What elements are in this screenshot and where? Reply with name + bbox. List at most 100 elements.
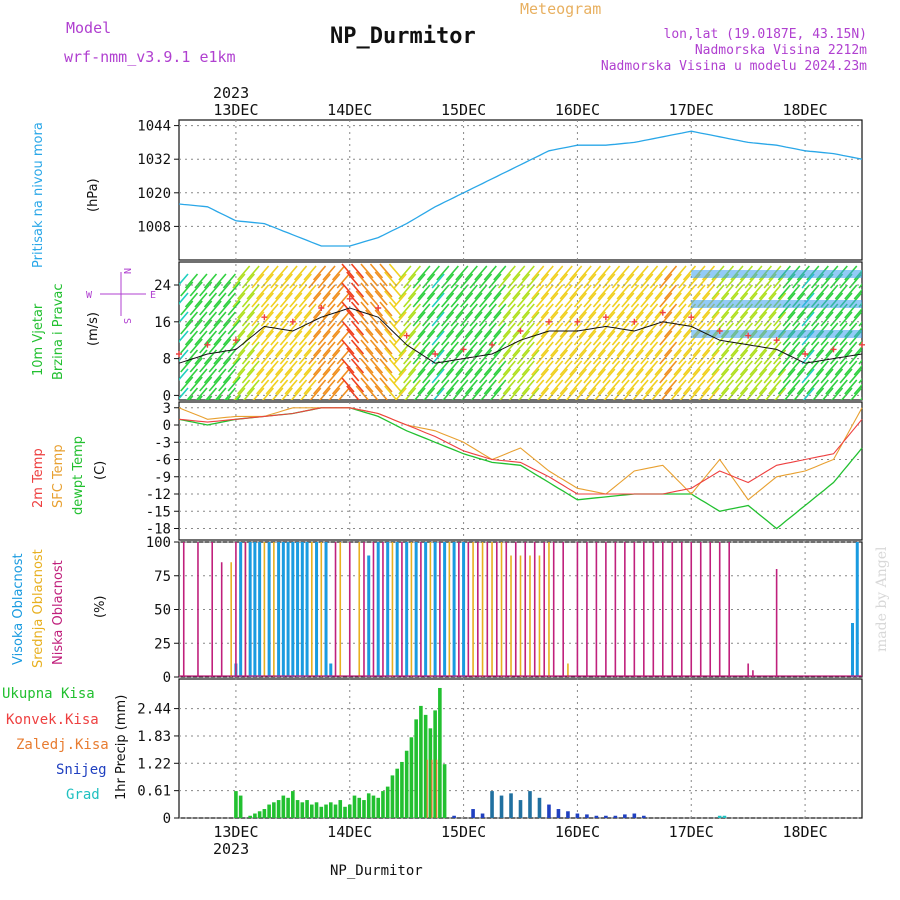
- cloud-bar-mid: [358, 542, 361, 677]
- wind-barb: [459, 349, 474, 365]
- cloud-bar-low: [643, 542, 645, 677]
- wind-barb: [507, 311, 521, 327]
- wind-barb: [350, 301, 365, 317]
- cloud-bar-mid: [510, 555, 512, 677]
- gust-mark: [602, 314, 609, 321]
- wind-gust-marks: [176, 295, 865, 357]
- wind-barb: [597, 379, 611, 395]
- precip-bar-total: [248, 815, 252, 818]
- wind-barb: [203, 349, 218, 365]
- wind-barb: [336, 349, 350, 365]
- gust-mark: [261, 314, 268, 321]
- wind-barb: [284, 265, 298, 281]
- wind-barb: [189, 338, 203, 354]
- wind-barb: [768, 379, 782, 395]
- wind-barb: [426, 265, 440, 281]
- wind-barb: [602, 330, 616, 346]
- wind-barb: [417, 265, 431, 281]
- wind-barb: [644, 379, 659, 395]
- wind-barb: [588, 360, 602, 376]
- wind-barb: [260, 368, 274, 384]
- y-tick-label: 1020: [137, 186, 171, 202]
- cloud-bar-low: [334, 542, 337, 677]
- cloud-bar-high: [286, 542, 290, 677]
- wind-barb: [322, 322, 336, 338]
- wind-barb: [208, 319, 222, 335]
- wind-barb: [853, 383, 862, 395]
- wind-barb: [540, 322, 554, 338]
- wind-barb: [550, 360, 564, 376]
- wind-barb: [782, 349, 796, 365]
- wind-barb: [407, 341, 422, 357]
- wind-barb: [331, 322, 346, 338]
- wind-barb: [379, 263, 393, 279]
- wind-barb: [483, 322, 497, 338]
- wind-barb: [801, 368, 815, 384]
- wind-barb: [603, 387, 616, 400]
- wind-barb: [455, 303, 469, 319]
- panel-frame-3: [178, 401, 863, 541]
- wind-barb: [578, 265, 592, 281]
- wind-barb: [545, 311, 559, 327]
- wind-barb: [554, 273, 569, 289]
- precip-legend-freezing: Zaledj.Kisa: [16, 737, 109, 753]
- wind-barb: [341, 320, 355, 336]
- wind-barb: [550, 303, 564, 319]
- wind-barb: [203, 368, 218, 384]
- wind-barb: [673, 360, 687, 376]
- wind-barb: [663, 379, 678, 395]
- wind-barb: [744, 349, 758, 365]
- wind-barb: [312, 284, 327, 300]
- wind-barb: [241, 368, 256, 384]
- wind-barb: [284, 322, 298, 338]
- cloud-bar-high: [462, 542, 466, 677]
- cloud-bar-mid: [538, 555, 541, 677]
- cloud-bar-mid: [500, 542, 503, 677]
- wind-barb: [355, 347, 369, 363]
- wind-barb: [745, 387, 758, 400]
- wind-barb: [232, 311, 246, 327]
- wind-barb: [831, 387, 844, 400]
- wind-barb: [180, 376, 194, 392]
- y-tick-label: 1044: [137, 119, 171, 135]
- precip-legend-convective: Konvek.Kisa: [6, 712, 99, 728]
- wind-barb: [365, 309, 379, 325]
- wind-barb: [812, 387, 825, 400]
- wind-barb: [317, 273, 331, 289]
- wind-barb: [663, 265, 678, 281]
- wind-barb: [331, 303, 346, 319]
- wind-barb: [706, 368, 720, 384]
- wind-barb: [711, 341, 725, 357]
- wind-barb: [654, 360, 668, 376]
- wind-barb: [493, 360, 507, 376]
- compass-west: W: [86, 290, 93, 301]
- wind-barb: [635, 303, 649, 319]
- wind-barb: [521, 379, 535, 395]
- wind-barb: [625, 284, 640, 300]
- y-tick-label: 1.83: [137, 729, 171, 745]
- wind-barb: [298, 273, 312, 289]
- cloud-bar-low: [586, 542, 588, 677]
- wind-barb: [493, 322, 507, 338]
- wind-barb: [616, 322, 630, 338]
- wind-barb: [336, 330, 350, 346]
- wind-barb: [327, 349, 341, 365]
- cloud-bar-low: [477, 542, 479, 677]
- wind-barb: [701, 360, 716, 376]
- wind-barb: [237, 341, 251, 357]
- wind-barb: [308, 330, 322, 346]
- wind-barb: [274, 341, 289, 357]
- y-tick-label: 75: [154, 569, 171, 585]
- wind-barb: [720, 379, 735, 395]
- station-title: NP_Durmitor: [330, 24, 476, 49]
- wind-barb: [483, 360, 497, 376]
- cloud-bar-mid: [320, 542, 323, 677]
- wind-barb: [327, 330, 341, 346]
- gust-mark: [716, 328, 723, 334]
- wind-barb: [516, 330, 531, 346]
- wind-barb: [783, 387, 796, 400]
- wind-barb: [773, 311, 787, 327]
- precip-bars: [234, 687, 727, 818]
- cloud-bar-low: [690, 542, 693, 677]
- wind-barb: [507, 273, 521, 289]
